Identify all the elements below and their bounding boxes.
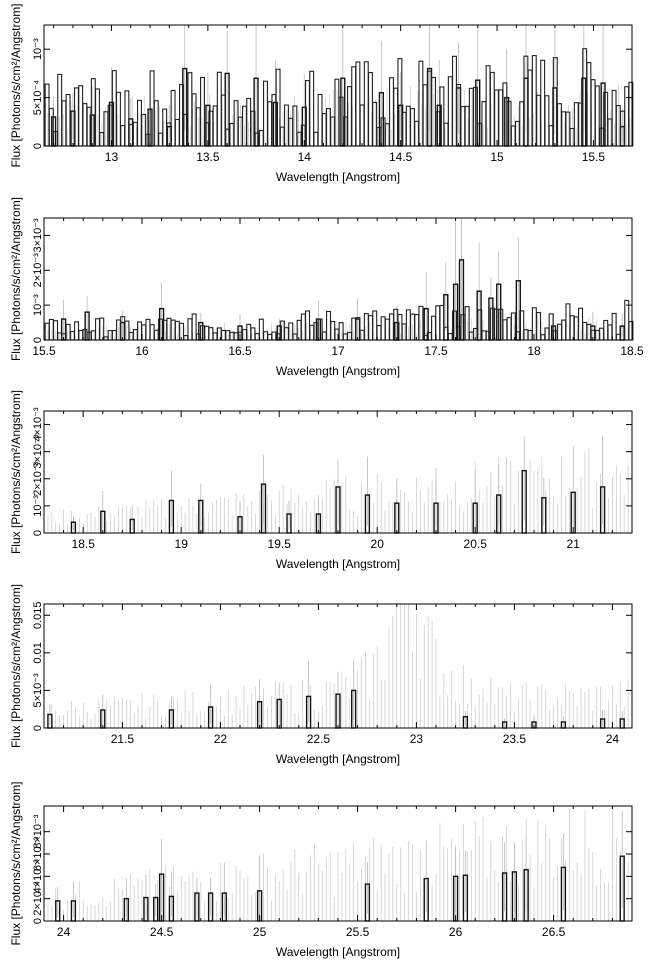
y-tick-label: 5×10⁻³ [32,673,44,708]
y-ticks [44,614,632,729]
x-tick-label: 24 [57,925,71,939]
plot-frame [43,217,633,341]
y-ticks [44,831,632,922]
error-bars [73,435,603,531]
y-tick-label: 0.015 [32,602,44,630]
x-axis-label: Wavelength [Angstrom] [276,170,400,184]
x-tick-label: 18 [527,344,541,358]
x-ticks [43,604,633,728]
x-tick-label: 13.5 [196,150,220,164]
x-tick-label: 18.5 [72,537,96,551]
data-histogram-filler [44,299,634,341]
continuum-model [43,604,633,728]
y-tick-label: 0.01 [32,642,44,663]
panel-4: 21.5 22 22.5 23 23.5 24 0 5×10⁻³ 0.01 0.015 Wavele… [9,584,633,766]
x-tick-label: 13 [105,150,119,164]
panel-2: 15.5 16 16.5 17 17.5 18 18.5 0 10⁻³ 2×10⁻³3×10⁻³ W… [9,197,644,378]
x-axis-label: Wavelength [Angstrom] [276,557,400,571]
y-tick-label: 0 [32,725,44,731]
x-tick-label: 18.5 [620,344,644,358]
x-tick-label: 19 [175,537,189,551]
x-ticks [43,411,633,533]
y-tick-label: 6×10⁻³ [32,837,44,872]
x-tick-label: 16.5 [228,344,252,358]
x-ticks [43,806,633,921]
x-tick-label: 14.5 [389,150,413,164]
y-tick-label: 2×10⁻³ [32,253,44,288]
x-tick-label: 15 [490,150,504,164]
x-tick-label: 14 [298,150,312,164]
panel-1: 13 13.5 14 14.5 15 15.5 0 5×10⁻⁴ 10⁻³ Wavelength … [9,3,634,184]
x-tick-label: 21.5 [111,732,135,746]
y-tick-label: 0 [32,530,44,536]
y-axis-label: Flux [Photons/s/cm²/Angstrom] [9,781,23,945]
panel-3: 18.5 19 19.5 20 20.5 21 0 10⁻³2×10⁻³3×10⁻³4×10⁻… [9,390,633,571]
y-tick-label: 10⁻³ [32,495,44,517]
y-axis-label: Flux [Photons/s/cm²/Angstrom] [9,3,23,167]
y-tick-label: 2×10⁻³ [32,461,44,496]
y-tick-label: 10⁻³ [32,38,44,60]
x-tick-label: 20.5 [464,537,488,551]
continuum-model [43,82,631,146]
x-tick-label: 26.5 [542,925,566,939]
x-tick-label: 15.5 [32,344,56,358]
x-tick-label: 17 [331,344,345,358]
x-tick-label: 25 [253,925,267,939]
x-tick-label: 25.5 [346,925,370,939]
data-histogram-filler [44,48,634,147]
plot-frame [43,24,633,147]
x-tick-label: 23 [410,732,424,746]
x-tick-label: 23.5 [503,732,527,746]
y-tick-label: 0 [32,143,44,149]
y-axis-label: Flux [Photons/s/cm²/Angstrom] [9,584,23,748]
x-axis-label: Wavelength [Angstrom] [276,752,400,766]
x-tick-label: 26 [449,925,463,939]
x-tick-label: 15.5 [582,150,606,164]
x-tick-label: 21 [567,537,581,551]
x-tick-label: 19.5 [268,537,292,551]
panel-5: 24 24.5 25 25.5 26 26.5 0 2×10⁻³4×10⁻³6×10⁻³8×1… [9,781,633,959]
y-tick-label: 4×10⁻³ [32,407,44,442]
continuum-model [43,806,633,921]
y-axis-label: Flux [Photons/s/cm²/Angstrom] [9,390,23,554]
x-ticks [43,218,633,340]
y-tick-label: 0 [32,918,44,924]
x-tick-label: 24 [606,732,620,746]
x-ticks [53,25,633,146]
y-ticks [44,48,632,147]
x-tick-label: 16 [135,344,149,358]
data-histogram [55,855,625,922]
x-tick-label: 20 [371,537,385,551]
y-tick-label: 10⁻³ [32,294,44,316]
y-tick-label: 3×10⁻³ [32,434,44,469]
x-tick-label: 22 [214,732,228,746]
y-tick-label: 2×10⁻³ [32,881,44,916]
x-axis-label: Wavelength [Angstrom] [276,945,400,959]
x-tick-label: 17.5 [424,344,448,358]
y-tick-label: 4×10⁻³ [32,859,44,894]
y-ticks [44,234,632,341]
y-tick-label: 0 [32,337,44,343]
y-axis-label: Flux [Photons/s/cm²/Angstrom] [9,197,23,361]
x-tick-label: 24.5 [150,925,174,939]
x-axis-label: Wavelength [Angstrom] [276,364,400,378]
error-bars [57,811,623,917]
y-tick-label: 3×10⁻³ [32,218,44,253]
x-tick-label: 22.5 [307,732,331,746]
y-tick-label: 8×10⁻³ [32,814,44,849]
y-ticks [44,424,632,534]
y-tick-label: 5×10⁻⁴ [32,80,44,116]
